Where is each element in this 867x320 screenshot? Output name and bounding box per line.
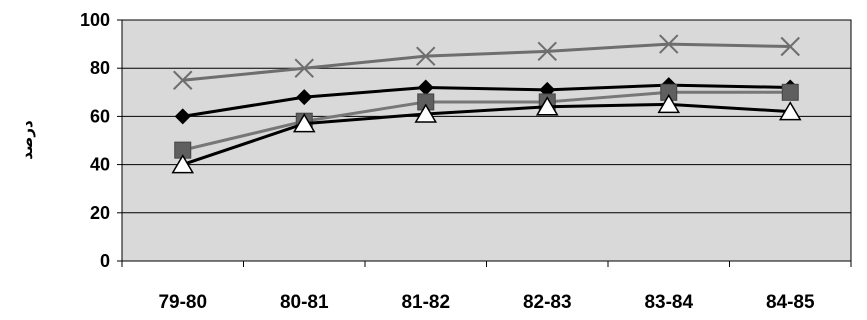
y-axis-label: درصد [18, 120, 36, 160]
x-marker [780, 36, 800, 57]
x-tick-label: 81-82 [401, 292, 450, 313]
triangle-marker [657, 93, 681, 114]
series-line [182, 90, 791, 152]
triangle-marker [414, 103, 438, 123]
triangle-marker [292, 113, 316, 133]
diamond-marker [296, 89, 313, 106]
x-marker [416, 46, 436, 66]
series-1 [173, 34, 800, 90]
x-tick-label: 79-80 [158, 292, 207, 313]
y-tick-labels: 0 20 40 60 80 100 [80, 10, 110, 271]
diamond-marker [174, 108, 191, 125]
series-4 [171, 93, 802, 174]
y-tick-label: 0 [100, 251, 110, 271]
x-tick-labels: 79-80 80-81 81-82 82-83 83-84 84-85 [158, 292, 815, 313]
series-line [182, 102, 791, 167]
y-tick-label: 80 [90, 58, 110, 78]
series-line [182, 42, 791, 82]
y-tick-label: 100 [80, 10, 110, 30]
gridlines [122, 67, 851, 214]
plot-area [121, 19, 852, 262]
y-tick-label: 40 [90, 155, 110, 175]
x-marker [294, 58, 314, 78]
x-tick-label: 84-85 [766, 292, 815, 313]
y-tick-label: 20 [90, 203, 110, 223]
square-marker [781, 83, 799, 101]
triangle-marker [171, 154, 195, 174]
triangle-marker [535, 96, 559, 116]
x-tick-label: 80-81 [280, 292, 329, 313]
y-tick-label: 60 [90, 106, 110, 126]
triangle-marker [778, 101, 802, 121]
x-marker [173, 70, 193, 90]
diamond-marker [417, 79, 434, 96]
axes [117, 19, 852, 267]
x-tick-label: 83-84 [644, 292, 693, 313]
x-marker [537, 41, 557, 62]
x-marker [659, 34, 679, 54]
x-tick-label: 82-83 [523, 292, 572, 313]
series-line [182, 83, 791, 118]
series-group [171, 34, 802, 174]
